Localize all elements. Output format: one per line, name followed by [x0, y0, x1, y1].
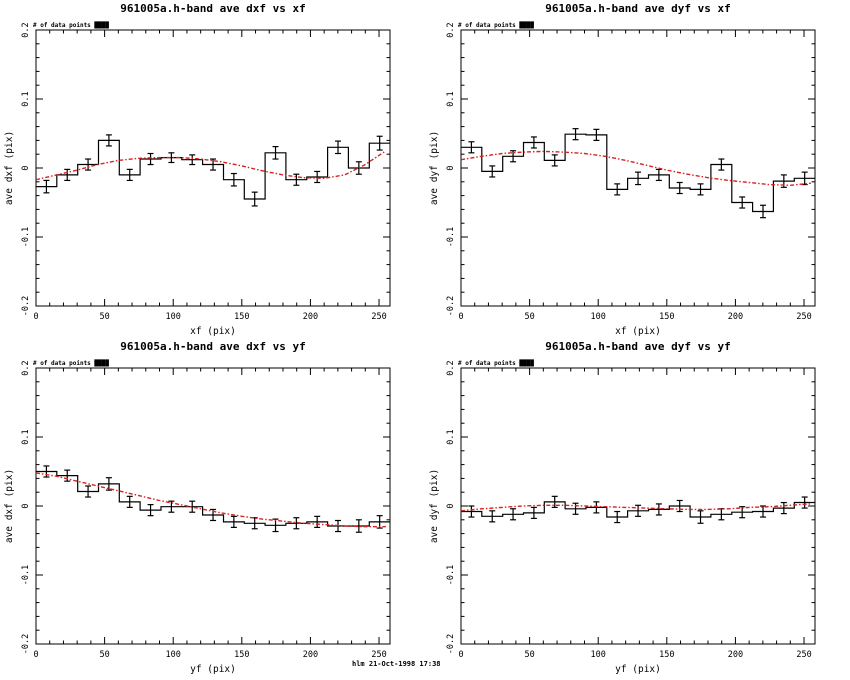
plot-ave-dyf-vs-xf: 0 50 100 150 200 250 -0.2 -0.1 0 0.1 0.2 961005a.h-… — [429, 2, 816, 336]
x-tick-label: 100 — [166, 650, 181, 660]
panel-ave-dyf-vs-yf: 0 50 100 150 200 250 -0.2 -0.1 0 0.1 0.2 961005a.h-… — [425, 336, 850, 680]
x-tick-label: 100 — [591, 650, 606, 660]
x-tick-label: 250 — [796, 650, 811, 660]
x-tick-label: 0 — [33, 650, 38, 660]
fit-curve — [35, 472, 386, 528]
error-bars — [468, 495, 808, 524]
x-axis-label: yf (pix) — [190, 664, 236, 675]
x-tick-label: 150 — [234, 312, 249, 322]
y-tick-label: -0.2 — [446, 634, 456, 654]
y-tick-label: 0.1 — [446, 91, 456, 106]
x-axis-label: xf (pix) — [615, 326, 661, 336]
y-tick-label: 0.1 — [21, 429, 31, 444]
x-tick-label: 0 — [33, 312, 38, 322]
y-tick-label: 0.1 — [21, 91, 31, 106]
y-tick-label: 0.2 — [21, 22, 31, 37]
y-axis-label: ave dxf (pix) — [4, 469, 15, 543]
axis-ticks — [460, 367, 815, 645]
x-tick-label: 0 — [458, 650, 463, 660]
x-tick-label: 200 — [303, 650, 318, 660]
x-tick-label: 100 — [591, 312, 606, 322]
y-axis-label: ave dyf (pix) — [429, 131, 440, 205]
x-axis-label: xf (pix) — [190, 326, 236, 336]
fit-curve — [460, 503, 811, 512]
data-points-annotation: # of data points ████ — [458, 359, 534, 367]
axis-ticks — [35, 367, 390, 645]
x-tick-label: 250 — [371, 312, 386, 322]
plot-ave-dyf-vs-yf: 0 50 100 150 200 250 -0.2 -0.1 0 0.1 0.2 961005a.h-… — [429, 340, 816, 675]
y-tick-label: -0.1 — [446, 227, 456, 247]
x-tick-label: 150 — [659, 650, 674, 660]
y-tick-label: 0.1 — [446, 429, 456, 444]
panel-ave-dxf-vs-yf: 0 50 100 150 200 250 -0.2 -0.1 0 0.1 0.2 961005a.h-… — [0, 336, 425, 680]
axis-ticks — [35, 29, 390, 307]
y-tick-labels: -0.2 -0.1 0 0.1 0.2 — [21, 22, 31, 316]
y-tick-label: 0.2 — [446, 360, 456, 375]
plot-frame — [35, 367, 391, 645]
x-tick-labels: 0 50 100 150 200 250 — [458, 650, 811, 660]
y-tick-label: 0 — [446, 165, 456, 170]
x-tick-label: 50 — [524, 650, 534, 660]
data-points-annotation: # of data points ████ — [33, 359, 109, 367]
plot-title: 961005a.h-band ave dxf vs yf — [120, 340, 305, 353]
y-tick-label: 0 — [446, 503, 456, 508]
plot-ave-dxf-vs-yf: 0 50 100 150 200 250 -0.2 -0.1 0 0.1 0.2 961005a.h-… — [4, 340, 391, 675]
x-axis-label: yf (pix) — [615, 664, 661, 675]
x-tick-label: 50 — [99, 650, 109, 660]
x-tick-label: 50 — [99, 312, 109, 322]
y-tick-label: -0.1 — [446, 565, 456, 585]
y-tick-labels: -0.2 -0.1 0 0.1 0.2 — [21, 360, 31, 654]
x-tick-label: 50 — [524, 312, 534, 322]
plot-ave-dxf-vs-xf: 0 50 100 150 200 250 -0.2 -0.1 0 0.1 0.2 961005a.h-… — [4, 2, 391, 336]
error-bars — [43, 134, 383, 207]
y-tick-label: -0.2 — [21, 634, 31, 654]
x-tick-label: 100 — [166, 312, 181, 322]
y-tick-label: 0 — [21, 503, 31, 508]
plot-title: 961005a.h-band ave dxf vs xf — [120, 2, 305, 15]
y-tick-labels: -0.2 -0.1 0 0.1 0.2 — [446, 360, 456, 654]
fit-curve — [35, 150, 387, 181]
y-tick-label: -0.1 — [21, 565, 31, 585]
user-date-stamp: hlm 21-Oct-1998 17:38 — [352, 660, 441, 668]
y-tick-label: -0.1 — [21, 227, 31, 247]
plot-title: 961005a.h-band ave dyf vs yf — [545, 340, 730, 353]
y-tick-label: -0.2 — [446, 296, 456, 316]
plot-frame — [460, 29, 816, 307]
x-tick-labels: 0 50 100 150 200 250 — [458, 312, 811, 322]
x-tick-labels: 0 50 100 150 200 250 — [33, 650, 386, 660]
y-tick-label: 0.2 — [446, 22, 456, 37]
y-axis-label: ave dxf (pix) — [4, 131, 15, 205]
fit-curve — [460, 150, 811, 187]
x-tick-label: 250 — [796, 312, 811, 322]
x-tick-label: 250 — [371, 650, 386, 660]
plot-title: 961005a.h-band ave dyf vs xf — [545, 2, 730, 15]
x-tick-label: 0 — [458, 312, 463, 322]
x-tick-label: 150 — [659, 312, 674, 322]
data-points-annotation: # of data points ████ — [33, 21, 109, 29]
x-tick-label: 200 — [728, 650, 743, 660]
y-tick-labels: -0.2 -0.1 0 0.1 0.2 — [446, 22, 456, 316]
x-tick-label: 150 — [234, 650, 249, 660]
y-tick-label: 0 — [21, 165, 31, 170]
panel-ave-dxf-vs-xf: 0 50 100 150 200 250 -0.2 -0.1 0 0.1 0.2 961005a.h-… — [0, 0, 425, 336]
x-tick-labels: 0 50 100 150 200 250 — [33, 312, 386, 322]
error-bars — [468, 128, 808, 219]
error-bars — [43, 465, 383, 533]
y-axis-label: ave dyf (pix) — [429, 469, 440, 543]
y-tick-label: 0.2 — [21, 360, 31, 375]
panel-ave-dyf-vs-xf: 0 50 100 150 200 250 -0.2 -0.1 0 0.1 0.2 961005a.h-… — [425, 0, 850, 336]
y-tick-label: -0.2 — [21, 296, 31, 316]
axis-ticks — [460, 29, 815, 307]
x-tick-label: 200 — [728, 312, 743, 322]
x-tick-label: 200 — [303, 312, 318, 322]
data-points-annotation: # of data points ████ — [458, 21, 534, 29]
